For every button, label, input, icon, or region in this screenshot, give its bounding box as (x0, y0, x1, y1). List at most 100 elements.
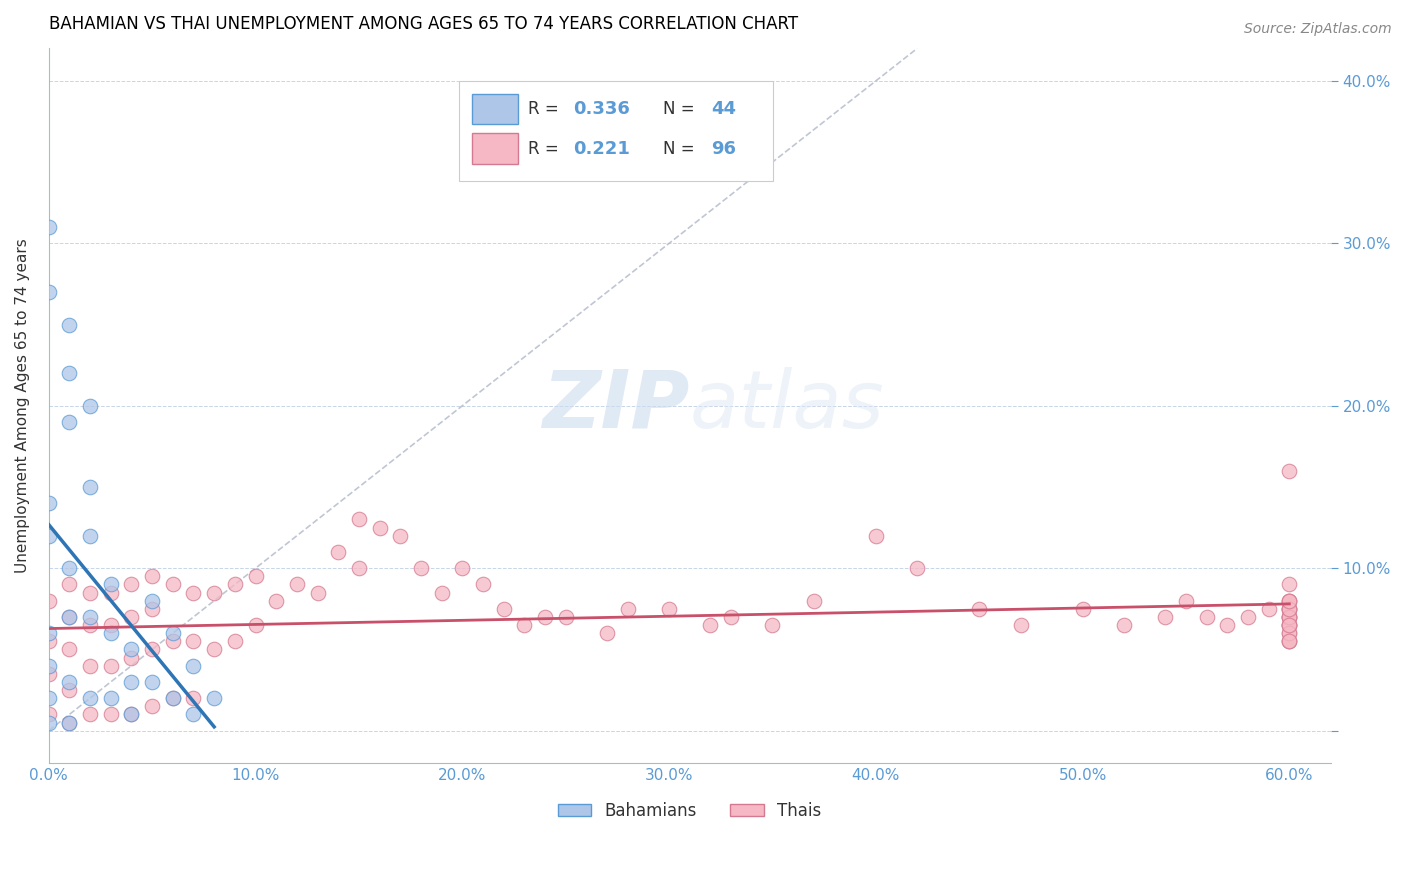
FancyBboxPatch shape (472, 134, 517, 163)
Point (58, 577, 80, 591)
Text: N =: N = (662, 100, 700, 119)
Point (513, 618, 536, 632)
Point (141, 699, 163, 714)
Point (58, 683, 80, 698)
Point (202, 691, 225, 706)
Point (100, 618, 122, 632)
Point (120, 610, 142, 624)
Point (328, 545, 350, 559)
Point (1216, 618, 1239, 632)
Point (38, 658, 60, 673)
Point (1278, 593, 1301, 607)
Point (245, 618, 267, 632)
Point (1278, 602, 1301, 616)
Point (967, 602, 990, 616)
Point (1278, 610, 1301, 624)
Point (658, 602, 681, 616)
Text: 44: 44 (711, 100, 737, 119)
FancyBboxPatch shape (458, 80, 773, 181)
Point (534, 610, 557, 624)
Point (100, 707, 122, 722)
Point (264, 593, 287, 607)
Point (1278, 634, 1301, 648)
Point (79, 658, 101, 673)
Point (120, 674, 142, 689)
Point (162, 691, 184, 706)
Point (554, 610, 576, 624)
Point (79, 480, 101, 494)
Point (1278, 602, 1301, 616)
Text: ZIP: ZIP (543, 367, 690, 445)
Point (1278, 610, 1301, 624)
Point (1237, 610, 1260, 624)
Point (1278, 464, 1301, 478)
Point (100, 626, 122, 640)
Point (307, 585, 329, 599)
Point (347, 561, 370, 575)
Point (202, 642, 225, 657)
Point (1154, 610, 1177, 624)
Point (120, 707, 142, 722)
Point (596, 626, 619, 640)
Point (58, 715, 80, 730)
Point (347, 512, 370, 526)
Point (761, 618, 783, 632)
Point (245, 569, 267, 583)
Point (100, 577, 122, 591)
Point (1278, 618, 1301, 632)
Point (1278, 634, 1301, 648)
Point (471, 577, 494, 591)
Text: R =: R = (529, 139, 564, 158)
Point (1278, 610, 1301, 624)
Point (38, 285, 60, 299)
Point (38, 715, 60, 730)
Point (1195, 610, 1218, 624)
Point (141, 602, 163, 616)
Point (120, 577, 142, 591)
Point (58, 415, 80, 429)
Point (183, 707, 205, 722)
Point (79, 529, 101, 543)
Text: 96: 96 (711, 139, 737, 158)
Point (1278, 593, 1301, 607)
Point (202, 585, 225, 599)
Point (100, 585, 122, 599)
Point (1278, 602, 1301, 616)
Point (58, 366, 80, 380)
Point (141, 642, 163, 657)
Point (1278, 618, 1301, 632)
Point (79, 399, 101, 413)
Point (368, 520, 391, 534)
Point (905, 561, 928, 575)
Text: 0.336: 0.336 (574, 100, 630, 119)
Point (224, 577, 246, 591)
Point (389, 529, 412, 543)
Point (38, 593, 60, 607)
Point (38, 707, 60, 722)
Point (285, 577, 308, 591)
Point (1257, 602, 1279, 616)
Point (1278, 634, 1301, 648)
FancyBboxPatch shape (472, 95, 517, 124)
Point (120, 650, 142, 665)
Point (430, 585, 453, 599)
Point (141, 674, 163, 689)
Text: atlas: atlas (690, 367, 884, 445)
Point (183, 658, 205, 673)
Text: Source: ZipAtlas.com: Source: ZipAtlas.com (1244, 22, 1392, 37)
Point (183, 691, 205, 706)
Point (162, 634, 184, 648)
Point (1278, 618, 1301, 632)
Point (100, 658, 122, 673)
Point (409, 561, 432, 575)
Point (451, 561, 474, 575)
Point (1010, 618, 1032, 632)
Point (38, 666, 60, 681)
Point (162, 626, 184, 640)
Point (79, 691, 101, 706)
Point (1278, 626, 1301, 640)
Point (1278, 626, 1301, 640)
Point (38, 220, 60, 235)
Point (58, 674, 80, 689)
Point (865, 529, 887, 543)
